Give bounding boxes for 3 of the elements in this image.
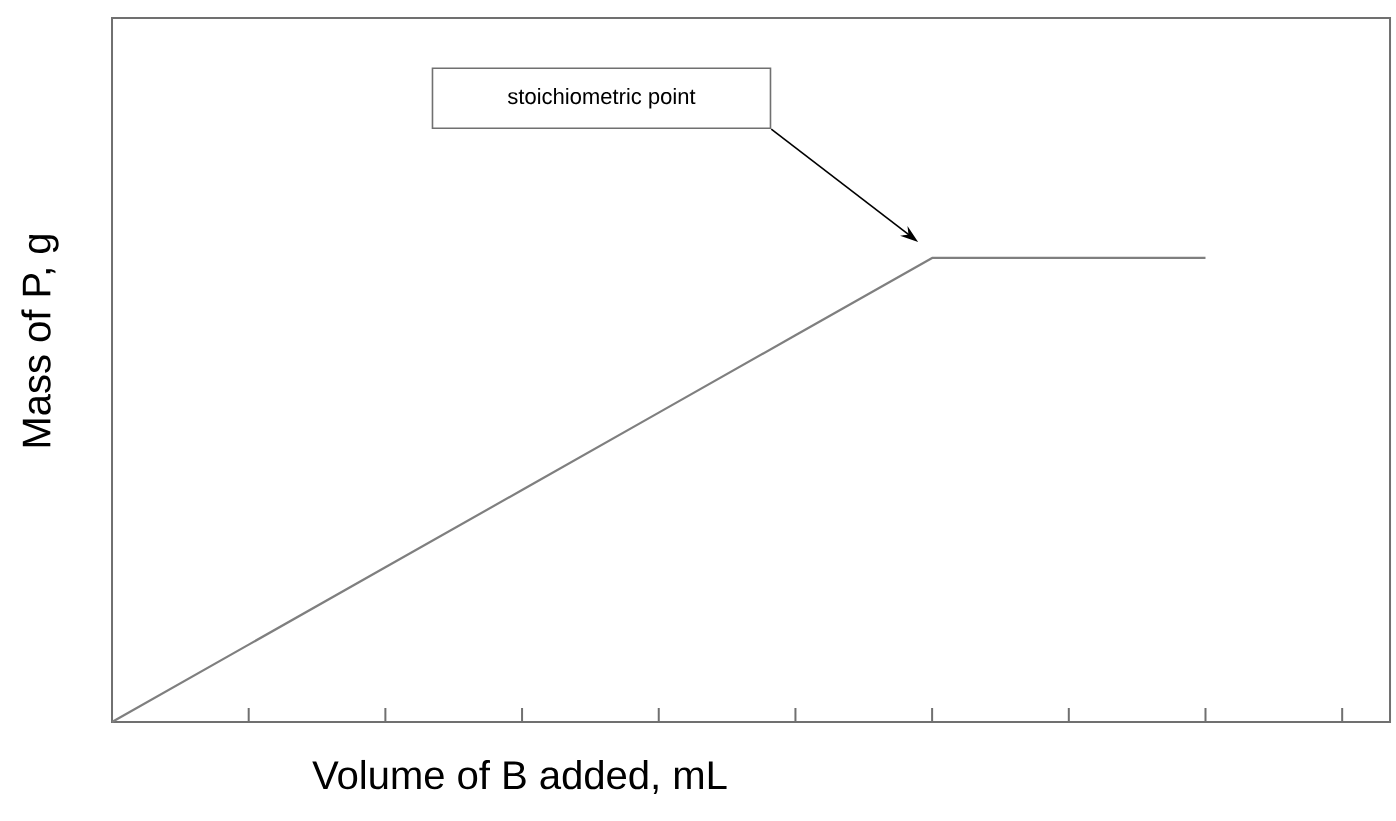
x-axis-title: Volume of B added, mL (312, 759, 727, 795)
text: stoichiometric point (507, 88, 696, 109)
y-axis-title: Mass of P, g (21, 235, 59, 447)
